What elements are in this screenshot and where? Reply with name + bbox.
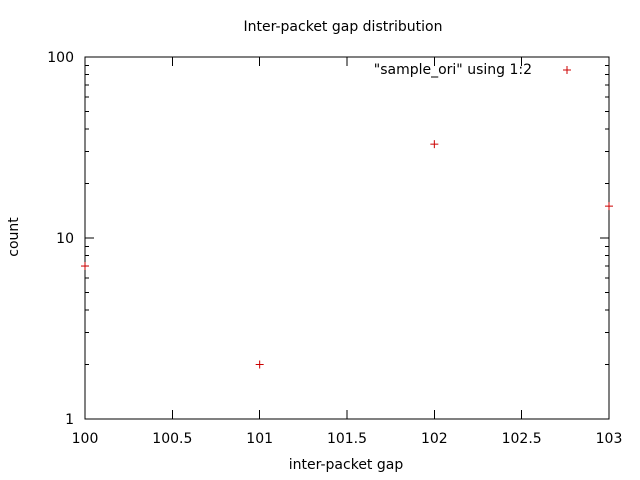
y-tick-label: 1 xyxy=(65,412,74,428)
legend: "sample_ori" using 1:2 xyxy=(374,62,571,78)
y-tick-label: 100 xyxy=(47,50,74,66)
axis-tick-labels: 100 100.5 101 101.5 102 102.5 103 1 10 100 xyxy=(47,50,622,447)
x-tick-label: 100 xyxy=(72,431,99,447)
legend-label: "sample_ori" using 1:2 xyxy=(374,62,532,78)
x-tick-label: 100.5 xyxy=(152,431,192,447)
chart-title: Inter-packet gap distribution xyxy=(244,19,443,35)
y-axis-label: count xyxy=(6,217,22,257)
data-points xyxy=(81,140,613,369)
x-tick-label: 101 xyxy=(246,431,273,447)
data-point xyxy=(255,360,264,369)
x-tick-label: 102 xyxy=(421,431,448,447)
data-point xyxy=(81,262,89,271)
legend-marker xyxy=(563,66,571,74)
axis-ticks xyxy=(84,56,610,420)
plot-area xyxy=(84,56,610,420)
x-axis-label: inter-packet gap xyxy=(289,457,404,473)
x-tick-label: 102.5 xyxy=(502,431,542,447)
plot-frame xyxy=(84,56,610,420)
data-point xyxy=(605,202,613,211)
x-tick-label: 101.5 xyxy=(327,431,367,447)
x-tick-label: 103 xyxy=(596,431,623,447)
data-point xyxy=(430,140,439,149)
y-tick-label: 10 xyxy=(56,231,74,247)
